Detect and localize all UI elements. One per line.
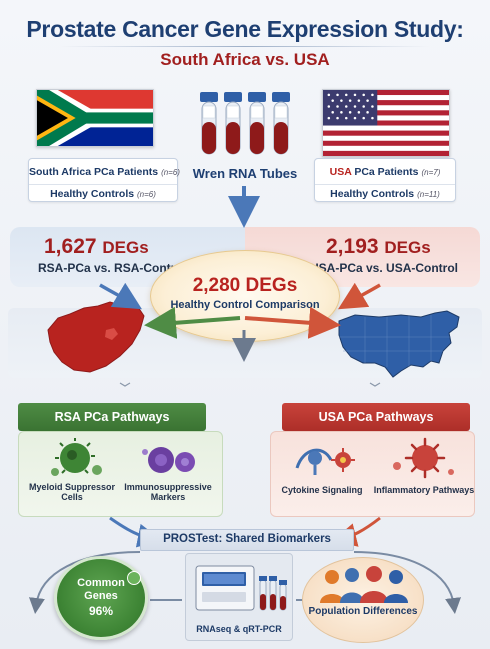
healthy-comparison-label: Healthy Control Comparison	[170, 299, 320, 311]
prostest-banner-label: PROSTest: Shared Biomarkers	[163, 533, 331, 545]
population-differences-label: Population Differences	[308, 606, 418, 617]
rsa-pathways-header: RSA PCa Pathways	[18, 403, 206, 431]
za-controls-line: Healthy Controls (n=6)	[29, 184, 177, 200]
myeloid-cell-icon	[51, 438, 102, 476]
common-genes-line2: Genes	[84, 590, 118, 602]
za-patients-label: South Africa PCa Patients	[29, 166, 159, 178]
page-title: Prostate Cancer Gene Expression Study:	[26, 16, 464, 42]
us-patients-label: PCa Patients	[354, 166, 419, 178]
us-patients-n: (n=7)	[421, 168, 441, 177]
usa-deg-number: 2,193	[326, 235, 379, 258]
rna-tubes-icon	[200, 92, 290, 155]
method-label: RNAseq & qRT-PCR	[196, 624, 282, 634]
za-patients-n: (n=6)	[161, 168, 180, 177]
sequencer-machine-icon	[195, 565, 287, 611]
rsa-deg-count: 1,627 DEGs	[44, 235, 149, 259]
usa-deg-count: 2,193 DEGs	[326, 235, 431, 259]
south-africa-map-icon	[47, 301, 145, 373]
common-genes-percent: 96%	[88, 604, 114, 618]
prostest-banner	[140, 529, 354, 551]
us-country-label: USA	[329, 166, 352, 178]
cytokine-signaling-icon	[295, 448, 355, 475]
rsa-pathways-card	[18, 431, 223, 517]
healthy-deg-count: 2,280 DEGs	[150, 275, 340, 297]
immunosuppressive-markers-label: Immunosuppressive Markers	[124, 482, 212, 502]
rna-tubes-label: Wren RNA Tubes	[192, 166, 298, 181]
usa-comparison-label: USA-PCa vs. USA-Control	[310, 261, 459, 275]
page-subtitle: South Africa vs. USA	[160, 50, 330, 69]
title-divider	[60, 46, 430, 47]
usa-map-icon	[338, 310, 460, 378]
usa-cohort-box: USA PCa Patients (n=7) Healthy Controls …	[314, 158, 456, 202]
usa-pathways-header: USA PCa Pathways	[282, 403, 470, 431]
za-controls-n: (n=6)	[137, 190, 156, 199]
play-badge-icon	[127, 571, 141, 585]
people-group-icon	[320, 566, 408, 603]
healthy-deg-number: 2,280	[192, 275, 241, 296]
za-patients-line: South Africa PCa Patients (n=6)	[29, 166, 180, 178]
cytokine-signaling-label: Cytokine Signaling	[281, 485, 363, 495]
za-controls-label: Healthy Controls	[50, 188, 135, 200]
us-controls-n: (n=11)	[417, 190, 440, 199]
healthy-deg-unit: DEGs	[245, 275, 298, 296]
immunosuppressive-marker-icon	[142, 447, 195, 473]
us-patients-line: USA PCa Patients (n=7)	[315, 166, 455, 178]
inflammatory-pathways-label: Inflammatory Pathways	[373, 485, 475, 495]
common-genes-line1: Common	[77, 577, 125, 589]
us-controls-line: Healthy Controls (n=11)	[315, 184, 455, 200]
rsa-deg-unit: DEGs	[102, 238, 149, 257]
usa-flag-icon	[322, 89, 450, 157]
usa-pathways-card	[270, 431, 475, 517]
south-africa-cohort-box: South Africa PCa Patients (n=6) Healthy …	[28, 158, 180, 202]
common-genes-badge	[54, 556, 148, 640]
inflammatory-virus-icon	[393, 437, 454, 479]
myeloid-suppressor-label: Myeloid Suppressor Cells	[28, 482, 116, 502]
rsa-comparison-label: RSA-PCa vs. RSA-Control	[38, 261, 187, 275]
usa-deg-unit: DEGs	[384, 238, 431, 257]
us-controls-label: Healthy Controls	[330, 188, 415, 200]
south-africa-flag-icon	[36, 89, 154, 147]
rsa-deg-number: 1,627	[44, 235, 97, 258]
